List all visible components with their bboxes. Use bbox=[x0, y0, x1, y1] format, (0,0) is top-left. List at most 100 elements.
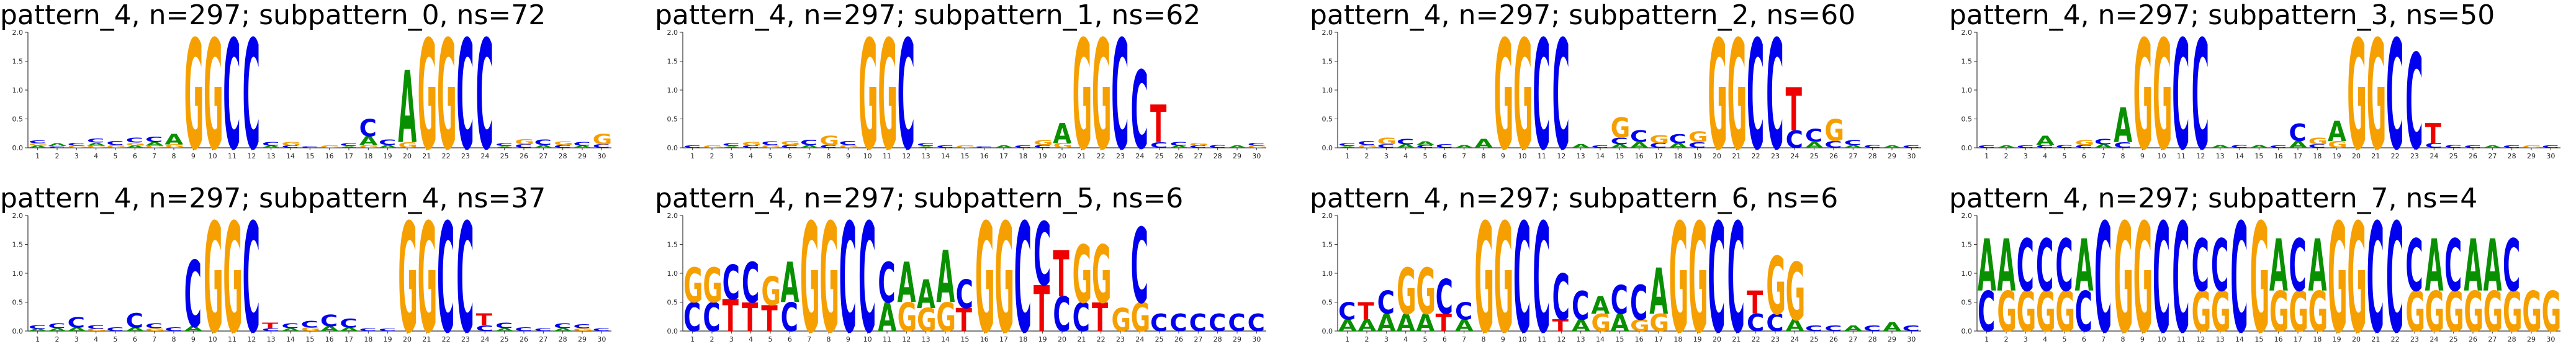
x-tick-label: 2 bbox=[55, 152, 60, 160]
x-tick-label: 8 bbox=[2121, 335, 2125, 343]
logo-letter-c: C bbox=[593, 143, 610, 149]
x-tick-label: 25 bbox=[2449, 335, 2458, 343]
logo-letter-g: G bbox=[781, 140, 801, 147]
y-tick-label: 0.0 bbox=[667, 144, 678, 152]
y-tick-label: 0.0 bbox=[12, 144, 24, 152]
logo-letter-g: G bbox=[2542, 280, 2562, 345]
logo-letter-c: C bbox=[723, 142, 740, 147]
sequence-logo-chart: 0.00.51.01.52.01 2 3 4 5 6 7 8 9 10 11 12 13 14 15 16 17… bbox=[667, 30, 1268, 168]
x-tick-label: 9 bbox=[846, 335, 850, 343]
x-tick-label: 11 bbox=[228, 152, 236, 160]
logo-letter-c: C bbox=[2542, 145, 2559, 148]
x-tick-label: 18 bbox=[364, 335, 372, 343]
logo-letter-g: G bbox=[1397, 255, 1416, 329]
x-tick-label: 22 bbox=[1097, 335, 1106, 343]
logo-letter-a: A bbox=[1169, 145, 1189, 148]
x-tick-label: 3 bbox=[1384, 335, 1389, 343]
x-tick-label: 20 bbox=[1713, 152, 1721, 160]
logo-letter-c: C bbox=[742, 252, 759, 316]
logo-letter-g: G bbox=[593, 132, 613, 148]
logo-letter-g: G bbox=[898, 295, 917, 341]
logo-letter-c: C bbox=[184, 243, 202, 349]
logo-letter-c: C bbox=[2367, 213, 2384, 351]
x-tick-label: 11 bbox=[2177, 335, 2186, 343]
logo-letter-t: T bbox=[1552, 317, 1569, 335]
logo-letter-g: G bbox=[2347, 30, 2367, 168]
y-tick-label: 1.0 bbox=[12, 270, 24, 278]
x-tick-label: 28 bbox=[2508, 335, 2516, 343]
logo-letter-c: C bbox=[2425, 142, 2443, 150]
logo-letter-a: A bbox=[781, 252, 799, 316]
logo-letter-g: G bbox=[858, 30, 878, 168]
logo-letter-c: C bbox=[956, 272, 973, 318]
logo-letter-g: G bbox=[2328, 139, 2348, 150]
logo-letter-a: A bbox=[495, 146, 515, 148]
x-tick-label: 12 bbox=[1557, 152, 1565, 160]
logo-letter-c: C bbox=[262, 141, 279, 147]
x-tick-label: 9 bbox=[846, 152, 850, 160]
x-tick-label: 17 bbox=[999, 335, 1008, 343]
logo-letter-a: A bbox=[2114, 99, 2132, 153]
logo-title: pattern_4, n=297; subpattern_0, ns=72 bbox=[0, 0, 546, 31]
logo-letter-a: A bbox=[1630, 140, 1649, 150]
logo-letter-a: A bbox=[2308, 225, 2327, 308]
logo-letter-c: C bbox=[2017, 145, 2034, 148]
logo-letter-g: G bbox=[1688, 213, 1708, 351]
logo-letter-a: A bbox=[1611, 309, 1629, 337]
x-tick-label: 16 bbox=[980, 152, 989, 160]
logo-letter-g: G bbox=[2211, 280, 2231, 345]
y-tick-label: 1.5 bbox=[667, 241, 678, 249]
x-tick-label: 13 bbox=[1577, 152, 1585, 160]
x-tick-label: 27 bbox=[1849, 152, 1857, 160]
y-tick-label: 1.5 bbox=[1322, 241, 1333, 249]
x-tick-label: 10 bbox=[863, 335, 872, 343]
x-tick-label: 15 bbox=[960, 152, 969, 160]
logo-letter-c: C bbox=[1436, 271, 1453, 325]
x-tick-label: 15 bbox=[2254, 335, 2263, 343]
logo-letter-c: C bbox=[1786, 126, 1803, 154]
y-tick-label: 1.0 bbox=[12, 86, 24, 94]
y-tick-label: 2.0 bbox=[1961, 213, 1973, 220]
logo-letter-a: A bbox=[1572, 317, 1591, 335]
logo-letter-a: A bbox=[1416, 140, 1435, 146]
logo-letter-c: C bbox=[476, 324, 493, 333]
logo-letter-a: A bbox=[2289, 139, 2307, 150]
logo-letter-g: G bbox=[878, 30, 898, 168]
y-tick-label: 0.5 bbox=[1961, 116, 1973, 124]
logo-letter-c: C bbox=[1611, 135, 1628, 147]
logo-letter-c: C bbox=[106, 140, 124, 147]
logo-letter-g: G bbox=[515, 138, 534, 146]
logo-letter-g: G bbox=[2503, 280, 2523, 345]
logo-letter-a: A bbox=[1883, 145, 1902, 148]
logo-letter-c: C bbox=[1669, 133, 1687, 147]
logo-letter-g: G bbox=[761, 144, 781, 149]
logo-letter-g: G bbox=[917, 302, 937, 339]
logo-letter-c: C bbox=[1150, 309, 1168, 337]
logo-letter-c: C bbox=[1824, 324, 1842, 333]
logo-letter-c: C bbox=[1131, 49, 1148, 168]
x-tick-label: 17 bbox=[999, 152, 1008, 160]
logo-letter-a: A bbox=[340, 327, 359, 332]
logo-letter-c: C bbox=[534, 137, 552, 147]
logo-letter-c: C bbox=[320, 312, 338, 330]
x-tick-label: 15 bbox=[305, 335, 314, 343]
logo-letter-c: C bbox=[554, 322, 571, 330]
logo-letter-a: A bbox=[1397, 309, 1415, 337]
x-tick-label: 8 bbox=[827, 152, 831, 160]
logo-letter-c: C bbox=[359, 327, 377, 332]
x-tick-label: 26 bbox=[1829, 152, 1838, 160]
logo-letter-c: C bbox=[281, 322, 299, 330]
logo-letter-a: A bbox=[1611, 143, 1630, 149]
logo-panel-4: pattern_4, n=297; subpattern_4, ns=37 0.… bbox=[0, 183, 621, 351]
x-tick-label: 19 bbox=[1693, 152, 1702, 160]
y-tick-label: 0.5 bbox=[667, 116, 678, 124]
y-tick-label: 2.0 bbox=[1961, 30, 1973, 37]
y-tick-label: 0.5 bbox=[12, 299, 24, 307]
x-tick-label: 9 bbox=[1501, 335, 1505, 343]
x-tick-label: 30 bbox=[2546, 152, 2555, 160]
x-tick-label: 24 bbox=[1790, 152, 1799, 160]
x-tick-label: 12 bbox=[247, 152, 256, 160]
logo-letter-c: C bbox=[1533, 213, 1550, 351]
logo-title: pattern_4, n=297; subpattern_3, ns=50 bbox=[1949, 0, 2495, 31]
x-tick-label: 27 bbox=[1194, 335, 1202, 343]
